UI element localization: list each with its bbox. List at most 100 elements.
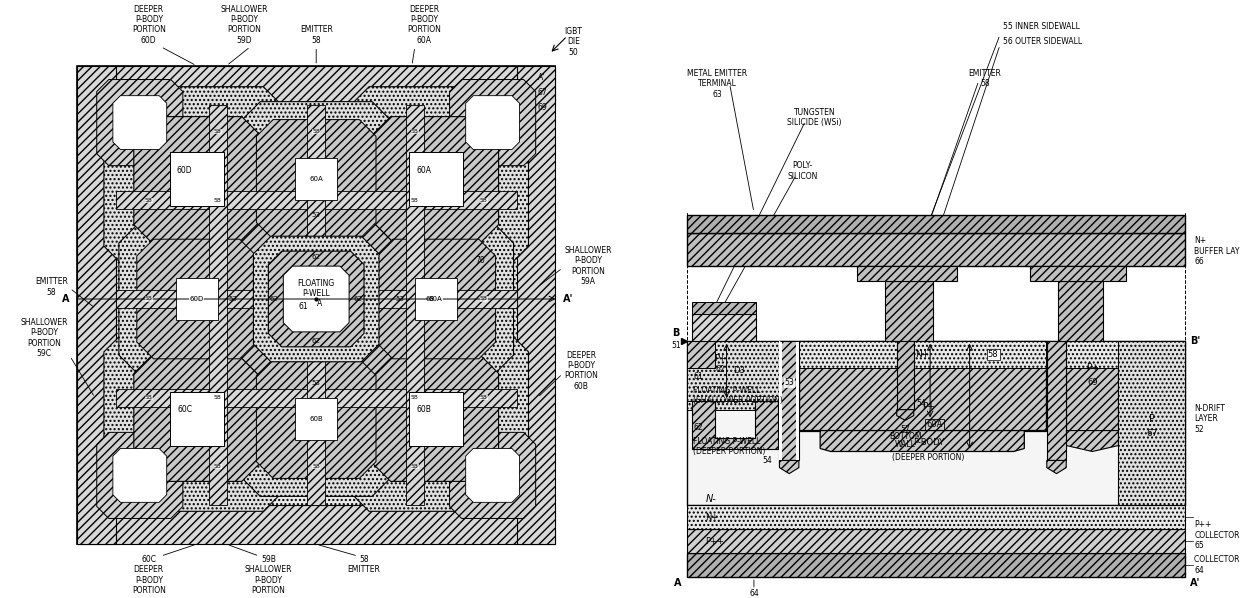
Text: 69: 69 [537,103,547,112]
Text: 59B
SHALLOWER
P-BODY
PORTION: 59B SHALLOWER P-BODY PORTION [244,555,293,595]
Text: EMITTER
58: EMITTER 58 [968,69,1001,88]
Text: P+: P+ [1086,363,1099,373]
Text: D1: D1 [937,376,949,385]
Text: 60A: 60A [417,166,432,175]
Polygon shape [358,221,513,377]
Bar [1058,281,1104,341]
Text: IGBT
DIE
50: IGBT DIE 50 [564,27,583,57]
Text: 60B: 60B [309,416,324,422]
Text: 51: 51 [671,341,681,350]
Bar [687,341,1185,505]
Text: 60C
DEEPER
P-BODY
PORTION: 60C DEEPER P-BODY PORTION [131,555,166,595]
Text: 58: 58 [213,198,222,203]
Polygon shape [692,401,779,448]
Text: 67: 67 [1146,429,1158,438]
Bar [687,215,1185,233]
Text: FLOATING P-WELL: FLOATING P-WELL [693,437,760,446]
Bar [897,341,914,410]
Text: FLOATING P-WELL: FLOATING P-WELL [693,386,760,395]
Text: 62: 62 [715,365,725,374]
Text: METAL EMITTER
TERMINAL
63: METAL EMITTER TERMINAL 63 [687,69,748,99]
Polygon shape [466,96,520,150]
Bar [780,341,799,460]
Text: N-DRIFT
LAYER
52: N-DRIFT LAYER 52 [1194,404,1225,434]
Text: 58: 58 [410,395,419,400]
Polygon shape [257,359,376,478]
Text: 60A: 60A [429,296,443,302]
Text: COLLECTOR METAL
64: COLLECTOR METAL 64 [1194,556,1240,575]
Text: 58: 58 [145,198,153,203]
Text: 62: 62 [693,423,703,432]
Text: EMITTER
58: EMITTER 58 [300,26,332,45]
Polygon shape [223,206,409,392]
Polygon shape [343,326,528,511]
Text: 58: 58 [410,464,419,469]
Bar [77,66,556,544]
Text: N-: N- [706,495,715,504]
Bar [692,302,755,314]
Polygon shape [134,117,259,242]
Text: 58: 58 [410,198,419,203]
Text: 55 INNER SIDEWALL: 55 INNER SIDEWALL [1003,22,1080,32]
Text: 58
EMITTER: 58 EMITTER [347,555,381,574]
Text: N+: N+ [915,350,929,359]
Polygon shape [268,251,365,347]
Text: 53: 53 [784,378,794,388]
Text: A': A' [1190,578,1200,588]
Bar [1047,341,1066,460]
Polygon shape [119,221,274,377]
Text: 58: 58 [480,297,487,301]
Polygon shape [134,356,259,481]
Text: N+: N+ [706,512,718,522]
Polygon shape [97,432,182,518]
Bar [170,392,223,446]
Bar [1030,266,1126,281]
Bar [799,341,1045,431]
Text: 53: 53 [311,212,321,218]
Text: SHALLOWER
P-BODY
PORTION
59A: SHALLOWER P-BODY PORTION 59A [564,246,611,286]
Text: 64
METAL COLLECTOR
TERMINAL: 64 METAL COLLECTOR TERMINAL [718,589,790,598]
Text: WALL: WALL [895,440,915,449]
Polygon shape [238,102,394,257]
Text: 53: 53 [311,380,321,386]
Text: 70: 70 [476,255,486,265]
Bar [115,389,517,407]
Text: 53: 53 [228,296,237,302]
Text: DEEPER
P-BODY
PORTION
60A: DEEPER P-BODY PORTION 60A [407,5,440,45]
Bar [687,233,1185,266]
Bar [796,341,799,460]
Polygon shape [687,401,827,410]
Bar [409,392,463,446]
Text: 58: 58 [312,464,320,469]
Text: 62: 62 [311,338,321,344]
Bar [115,290,517,308]
Polygon shape [97,80,182,166]
Polygon shape [897,410,914,420]
Bar [687,341,827,401]
Text: SHALLOWER
P-BODY
PORTION
59C: SHALLOWER P-BODY PORTION 59C [21,318,68,358]
Text: 58: 58 [145,395,153,400]
Text: A: A [62,294,69,304]
Text: 61: 61 [693,372,703,382]
Bar [517,66,556,544]
Text: 67: 67 [537,88,547,97]
Polygon shape [450,432,536,518]
Polygon shape [136,239,257,359]
Text: BOTTOM: BOTTOM [889,432,921,441]
Polygon shape [104,326,289,511]
Polygon shape [343,87,528,272]
Text: 58: 58 [312,129,320,134]
Text: (DEEPER PORTION): (DEEPER PORTION) [892,453,965,462]
Bar [115,105,149,138]
Text: 61: 61 [299,301,308,311]
Polygon shape [104,87,289,272]
Text: 60B: 60B [417,405,432,414]
Text: 60A: 60A [309,176,324,182]
Text: 58: 58 [213,395,222,400]
Bar [77,505,556,544]
Polygon shape [373,356,498,481]
Text: EMITTER
58: EMITTER 58 [35,277,68,297]
Text: 62: 62 [311,254,321,260]
Polygon shape [1066,431,1118,451]
Text: 58: 58 [988,350,998,359]
